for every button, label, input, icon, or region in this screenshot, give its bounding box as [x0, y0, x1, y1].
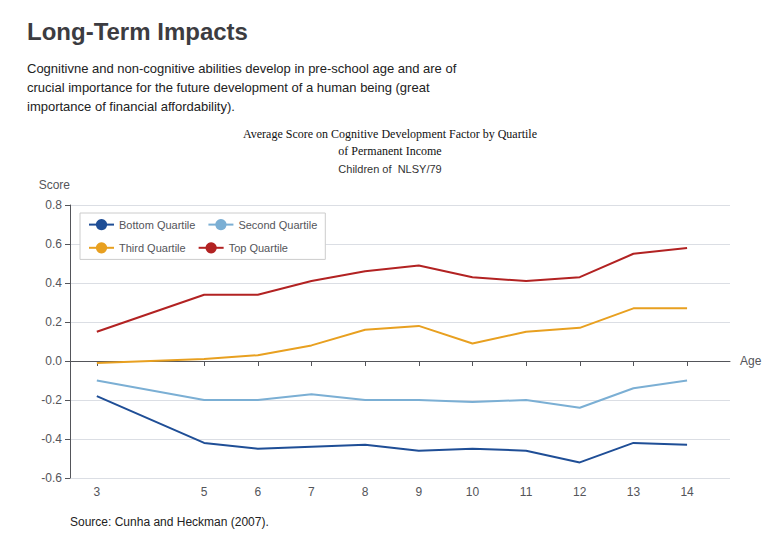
svg-text:Children of NLSY/79: Children of NLSY/79 — [338, 163, 441, 175]
svg-text:crucial importance for the fut: crucial importance for the future develo… — [27, 80, 430, 95]
svg-text:importance of financial afford: importance of financial affordability). — [27, 99, 235, 114]
svg-text:9: 9 — [415, 485, 422, 499]
svg-text:of Permanent Income: of Permanent Income — [338, 144, 441, 158]
svg-text:Second Quartile: Second Quartile — [238, 219, 317, 231]
svg-text:Score: Score — [39, 178, 71, 192]
svg-text:Third Quartile: Third Quartile — [119, 242, 186, 254]
svg-text:0.0: 0.0 — [45, 354, 62, 368]
svg-text:Bottom Quartile: Bottom Quartile — [119, 219, 195, 231]
svg-text:-0.2: -0.2 — [41, 393, 62, 407]
svg-text:11: 11 — [520, 485, 533, 499]
svg-text:Top Quartile: Top Quartile — [229, 242, 288, 254]
svg-text:-0.6: -0.6 — [41, 471, 62, 485]
svg-text:0.2: 0.2 — [45, 315, 62, 329]
svg-text:Source: Cunha and Heckman (200: Source: Cunha and Heckman (2007). — [70, 515, 269, 529]
svg-text:0.8: 0.8 — [45, 198, 62, 212]
svg-text:6: 6 — [254, 485, 261, 499]
svg-text:14: 14 — [680, 485, 694, 499]
svg-text:-0.4: -0.4 — [41, 432, 62, 446]
svg-text:8: 8 — [362, 485, 369, 499]
svg-text:5: 5 — [201, 485, 208, 499]
svg-text:0.4: 0.4 — [45, 276, 62, 290]
svg-text:10: 10 — [466, 485, 480, 499]
svg-text:12: 12 — [573, 485, 587, 499]
svg-text:13: 13 — [627, 485, 641, 499]
svg-text:0.6: 0.6 — [45, 237, 62, 251]
svg-text:7: 7 — [308, 485, 315, 499]
svg-text:Cognitivne and non-cognitive a: Cognitivne and non-cognitive abilities d… — [27, 61, 457, 76]
svg-text:3: 3 — [93, 485, 100, 499]
svg-text:Long-Term Impacts: Long-Term Impacts — [27, 18, 248, 45]
svg-text:Age: Age — [740, 354, 762, 368]
svg-text:Average Score on Cognitive Dev: Average Score on Cognitive Development F… — [243, 127, 537, 141]
